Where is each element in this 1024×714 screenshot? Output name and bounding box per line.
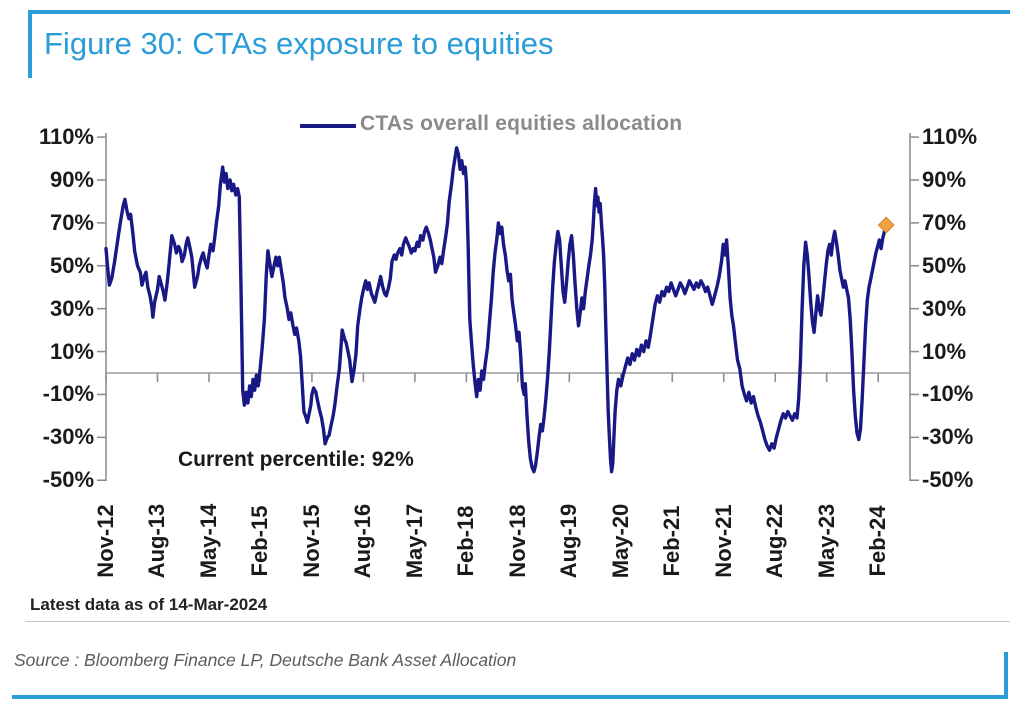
y-axis-label: 90% <box>49 166 94 192</box>
legend-label: CTAs overall equities allocation <box>360 112 683 135</box>
x-axis-label: Feb-24 <box>865 505 891 577</box>
divider-hairline <box>25 621 1010 622</box>
y-axis-label: -50% <box>42 467 94 493</box>
y-axis-label: 70% <box>922 209 967 235</box>
source-attribution: Source : Bloomberg Finance LP, Deutsche … <box>14 650 517 670</box>
x-axis-label: May-23 <box>813 503 839 579</box>
top-border-rule <box>28 10 1010 14</box>
y-axis-label: -30% <box>922 424 974 450</box>
bottom-right-border-riser <box>1004 652 1008 699</box>
y-axis-label: 110% <box>922 124 978 150</box>
figure-title: Figure 30: CTAs exposure to equities <box>44 26 554 61</box>
y-axis-label: 10% <box>922 338 967 364</box>
legend-line-swatch <box>300 124 356 128</box>
chart-legend: CTAs overall equities allocation <box>300 112 682 136</box>
x-axis-label: Feb-15 <box>247 505 273 577</box>
latest-data-note: Latest data as of 14-Mar-2024 <box>30 595 268 614</box>
latest-point-marker <box>877 216 895 234</box>
y-axis-right-labels: 110% 90% 70% 50% 30% 10% -10% -30% -50% <box>922 0 1012 500</box>
y-axis-label: 30% <box>49 295 94 321</box>
x-axis-label: Feb-18 <box>453 505 479 577</box>
x-axis-label: Aug-22 <box>762 503 788 579</box>
x-axis-label: Aug-13 <box>144 503 170 579</box>
y-axis-label: 90% <box>922 166 967 192</box>
x-axis-label: Nov-18 <box>504 504 530 578</box>
current-percentile-annotation: Current percentile: 92% <box>178 448 414 471</box>
y-axis-label: -10% <box>42 381 94 407</box>
y-axis-label: 50% <box>922 252 967 278</box>
x-axis-label: May-20 <box>607 503 633 579</box>
y-axis-label: -10% <box>922 381 974 407</box>
y-axis-left-labels: 110% 90% 70% 50% 30% 10% -10% -30% -50% <box>14 0 94 500</box>
top-left-border-riser <box>28 10 32 78</box>
y-axis-label: 50% <box>49 252 94 278</box>
x-axis-label: Nov-15 <box>298 504 324 578</box>
x-axis-label: Aug-19 <box>556 503 582 579</box>
x-axis-label: Nov-21 <box>710 504 736 578</box>
bottom-border-rule <box>12 695 1008 699</box>
x-axis-label: May-17 <box>401 503 427 579</box>
x-axis-label: Aug-16 <box>350 503 376 579</box>
allocation-line <box>104 146 888 474</box>
y-axis-label: -50% <box>922 467 974 493</box>
x-axis-labels: Nov-12 Aug-13 May-14 Feb-15 Nov-15 Aug-16 May-… <box>93 503 891 579</box>
y-axis-label: 110% <box>38 124 94 150</box>
x-axis-label: Feb-21 <box>659 505 685 577</box>
x-axis-label: Nov-12 <box>93 504 118 578</box>
y-axis-label: 30% <box>922 295 967 321</box>
x-axis-label: May-14 <box>195 503 221 579</box>
y-axis-label: -30% <box>42 424 94 450</box>
y-axis-label: 10% <box>49 338 94 364</box>
y-axis-label: 70% <box>49 209 94 235</box>
